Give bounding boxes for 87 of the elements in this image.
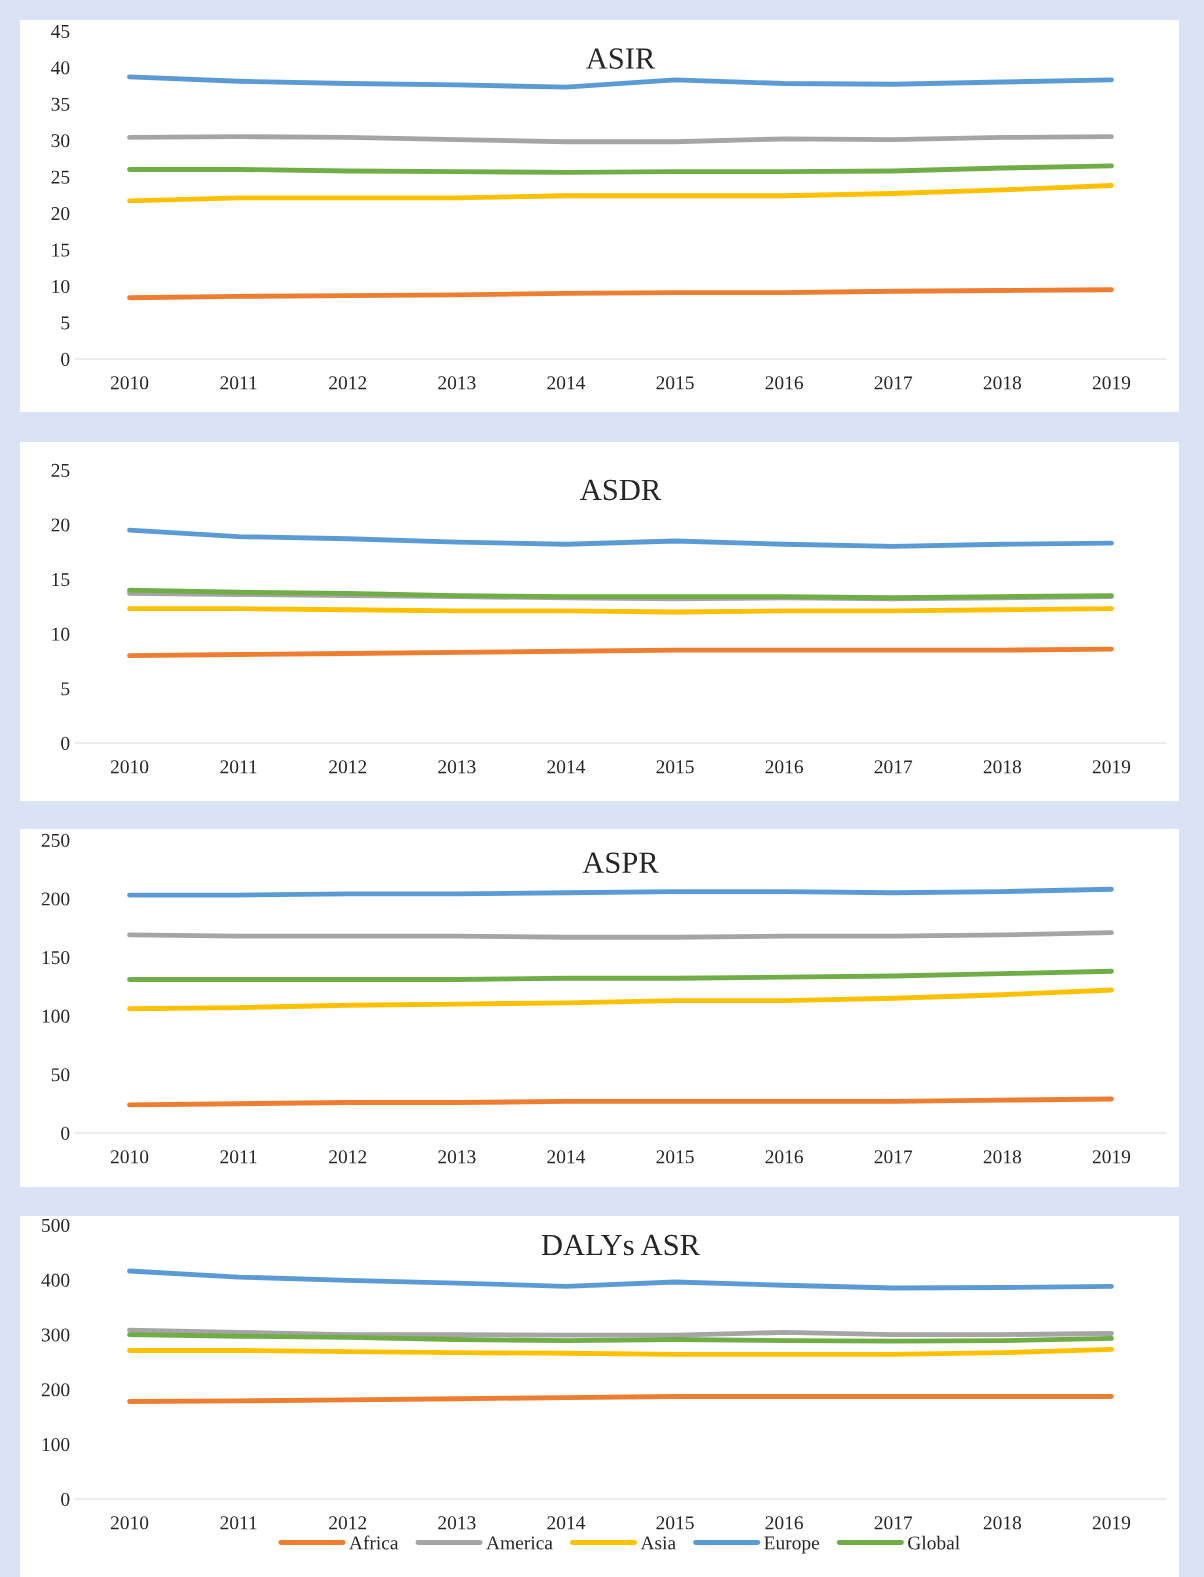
y-tick-label: 0 [61,736,70,750]
x-tick-label: 2014 [547,376,586,390]
y-tick-label: 500 [42,1218,70,1232]
y-tick-label: 15 [52,243,70,257]
y-tick-label: 25 [51,463,70,477]
x-tick-label: 2013 [438,376,476,390]
x-tick-label: 2014 [547,1150,586,1164]
line-series [127,1332,1114,1344]
x-tick-label: 2010 [110,1516,149,1530]
legend-label: Africa [349,1535,399,1550]
line-series [127,987,1114,1012]
x-tick-label: 2019 [1092,1516,1131,1530]
y-tick-label: 30 [51,134,70,148]
y-tick-label: 200 [41,892,70,906]
x-tick-label: 2017 [874,1150,913,1164]
line-series [127,968,1114,982]
line-series [127,527,1114,549]
x-tick-label: 2015 [656,1150,694,1164]
y-tick-label: 400 [41,1273,70,1287]
x-tick-label: 2011 [220,1516,257,1530]
y-tick-label: 0 [61,1492,70,1506]
line-series [127,183,1114,204]
x-tick-label: 2015 [656,376,694,390]
x-tick-label: 2012 [329,1150,367,1164]
x-tick-label: 2018 [983,376,1022,390]
y-tick-label: 35 [51,97,70,111]
x-tick-label: 2011 [220,760,257,774]
chart-title: ASPR [582,852,659,873]
y-tick-label: 15 [52,573,70,587]
y-tick-label: 200 [41,1383,70,1397]
y-tick-label: 100 [42,1009,70,1023]
x-tick-label: 2012 [329,376,367,390]
x-tick-label: 2018 [983,1516,1022,1530]
y-tick-label: 250 [41,833,70,847]
x-tick-label: 2010 [110,760,149,774]
x-tick-label: 2016 [765,1150,804,1164]
legend-label: Europe [764,1536,820,1554]
x-tick-label: 2016 [765,376,804,390]
x-tick-label: 2015 [656,760,694,774]
y-tick-label: 150 [42,951,70,965]
legend-label: America [486,1536,553,1550]
line-series [127,74,1114,90]
x-tick-label: 2019 [1092,760,1131,774]
line-series [127,287,1114,301]
x-tick-label: 2017 [874,760,913,774]
x-tick-label: 2013 [438,1516,476,1530]
y-tick-label: 5 [61,316,70,330]
x-tick-label: 2019 [1092,1150,1131,1164]
x-tick-label: 2011 [220,376,257,390]
y-tick-label: 10 [52,627,70,641]
line-series [127,646,1114,659]
legend-label: Asia [640,1536,676,1550]
y-tick-label: 20 [51,207,70,221]
x-tick-label: 2017 [874,1516,913,1530]
y-tick-label: 25 [51,170,70,184]
y-tick-label: 40 [51,61,70,75]
x-tick-label: 2016 [765,760,804,774]
chart-title: ASDR [580,479,662,501]
x-tick-label: 2017 [874,376,913,390]
x-tick-label: 2018 [983,1150,1022,1164]
chart-title: DALYs ASR [541,1234,700,1256]
line-series [127,163,1114,175]
y-tick-label: 100 [42,1438,70,1452]
chart-title: ASIR [585,48,656,69]
line-series [127,1268,1114,1291]
x-tick-label: 2011 [220,1150,257,1164]
x-tick-label: 2010 [110,376,149,390]
x-tick-label: 2012 [329,760,367,774]
x-tick-label: 2019 [1092,376,1131,390]
x-tick-label: 2018 [983,760,1022,774]
y-tick-label: 20 [51,518,70,532]
x-tick-label: 2010 [110,1150,149,1164]
x-tick-label: 2016 [765,1516,804,1530]
y-tick-label: 10 [52,279,70,294]
legend-label: Global [908,1535,960,1550]
x-tick-label: 2015 [656,1516,694,1530]
y-tick-label: 300 [41,1328,70,1342]
y-tick-label: 0 [61,1126,70,1140]
x-tick-label: 2013 [438,760,476,774]
x-tick-label: 2013 [438,1150,476,1164]
y-tick-label: 5 [61,682,70,696]
x-tick-label: 2012 [329,1516,367,1530]
y-tick-label: 45 [51,24,70,38]
x-tick-label: 2014 [547,760,586,774]
x-tick-label: 2014 [547,1516,586,1530]
y-tick-label: 50 [51,1068,70,1082]
y-tick-label: 0 [61,352,70,366]
